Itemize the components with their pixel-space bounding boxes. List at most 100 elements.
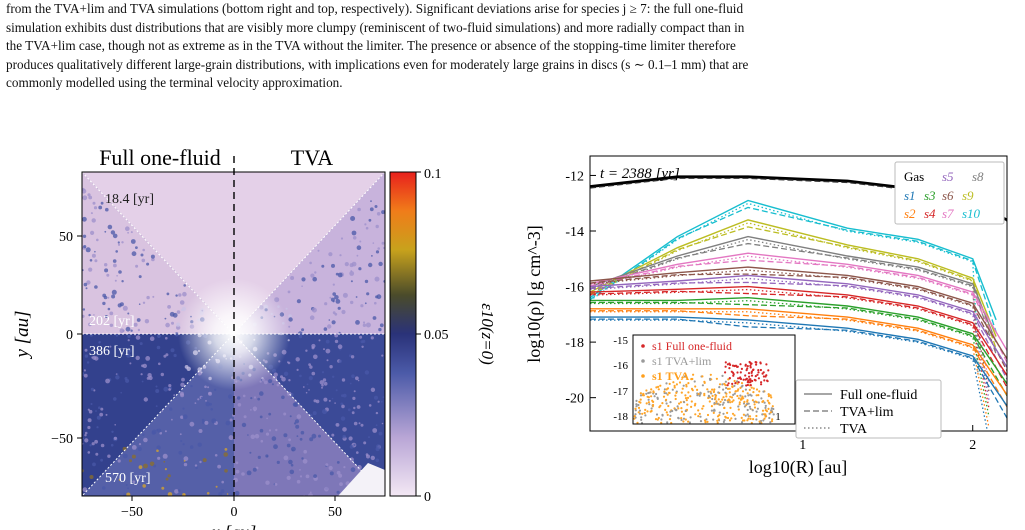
- legend-entry-s7: s7: [942, 206, 954, 221]
- dust-clump: [259, 428, 264, 433]
- dust-clump: [94, 259, 98, 263]
- dust-clump: [138, 275, 142, 279]
- inset-y-tick: -17: [613, 386, 628, 398]
- dust-clump: [247, 434, 249, 436]
- inset-point: [772, 413, 775, 416]
- inset-point: [727, 382, 730, 385]
- dust-clump: [375, 224, 379, 229]
- inset-point: [690, 405, 693, 408]
- inset-point: [712, 411, 715, 414]
- inset-point: [682, 420, 685, 423]
- inset-point: [698, 412, 701, 415]
- inset-point: [746, 419, 749, 422]
- dust-clump: [84, 434, 87, 437]
- dust-clump: [365, 226, 369, 230]
- dust-clump: [87, 408, 90, 411]
- inset-point: [723, 406, 726, 410]
- dust-clump: [364, 223, 367, 226]
- inset-point: [747, 394, 750, 397]
- dust-clump: [195, 466, 198, 470]
- dust-clump: [94, 250, 96, 253]
- inset-point: [707, 390, 710, 393]
- dust-clump: [165, 477, 169, 481]
- dust-clump: [318, 339, 321, 342]
- dust-clump: [159, 431, 162, 435]
- dust-clump: [281, 395, 285, 400]
- inset-point: [742, 397, 745, 400]
- dust-clump: [125, 326, 131, 332]
- dust-clump: [289, 415, 292, 418]
- dust-clump: [335, 423, 340, 427]
- dust-clump: [312, 276, 318, 282]
- dust-clump: [249, 451, 252, 454]
- dust-clump: [366, 292, 370, 296]
- dust-clump: [348, 436, 353, 441]
- dust-clump: [342, 393, 347, 398]
- series-line-tva-s7: [590, 255, 990, 384]
- dust-clump: [82, 195, 88, 201]
- dust-clump: [305, 474, 310, 479]
- dust-clump: [228, 435, 234, 441]
- inset-point: [718, 383, 722, 386]
- inset-point: [750, 386, 753, 389]
- inset-point: [722, 396, 725, 399]
- dust-clump: [357, 465, 362, 470]
- inset-point: [648, 403, 651, 406]
- inset-point: [732, 393, 735, 396]
- inset-point: [721, 403, 724, 406]
- dust-clump: [286, 443, 291, 448]
- inset-point: [665, 388, 668, 391]
- dust-clump: [153, 464, 157, 468]
- dust-clump: [375, 411, 379, 415]
- inset-point: [746, 408, 749, 412]
- y-tick-label: -18: [565, 336, 584, 351]
- dust-clump: [381, 241, 385, 245]
- dust-clump: [319, 380, 324, 385]
- map-x-tick: 0: [231, 505, 238, 520]
- inset-point: [724, 415, 727, 418]
- inset-point: [747, 417, 750, 420]
- dust-clump: [199, 460, 202, 464]
- dust-clump: [173, 353, 177, 358]
- dust-clump: [351, 261, 357, 267]
- inset-point: [764, 404, 767, 407]
- dust-clump: [288, 438, 291, 442]
- inset-point: [767, 393, 770, 396]
- dust-clump: [298, 335, 303, 339]
- dust-clump: [324, 486, 329, 492]
- dust-clump: [168, 384, 172, 388]
- dust-clump: [349, 382, 352, 385]
- inset-point: [746, 392, 749, 395]
- dust-clump: [275, 428, 278, 432]
- dust-clump: [82, 187, 85, 191]
- inset-point: [635, 399, 638, 402]
- inset-point: [710, 405, 713, 408]
- inset-point: [664, 408, 667, 411]
- inset-point: [721, 383, 724, 386]
- inset-point: [755, 418, 758, 421]
- inset-point: [694, 385, 697, 388]
- dust-clump: [377, 400, 380, 403]
- dust-clump: [375, 424, 378, 427]
- dust-clump: [183, 462, 188, 467]
- inset-point: [718, 386, 721, 389]
- paragraph-line-5: commonly modelled using the terminal vel…: [6, 75, 343, 90]
- inset-point: [731, 412, 735, 415]
- dust-clump: [331, 397, 334, 400]
- dust-clump: [340, 416, 346, 421]
- dust-clump: [156, 345, 161, 350]
- dust-clump: [180, 440, 183, 442]
- dust-clump: [377, 247, 381, 250]
- inset-point: [639, 392, 642, 395]
- inset-point: [761, 372, 764, 375]
- inset-point: [733, 414, 736, 417]
- dust-clump: [126, 353, 131, 358]
- inset-point: [697, 409, 700, 412]
- dust-clump: [372, 316, 377, 320]
- dust-clump: [88, 195, 93, 200]
- dust-clump: [106, 273, 110, 277]
- inset-point: [764, 409, 767, 412]
- dust-clump: [82, 216, 87, 222]
- dust-clump: [113, 263, 117, 268]
- dust-clump: [317, 249, 320, 252]
